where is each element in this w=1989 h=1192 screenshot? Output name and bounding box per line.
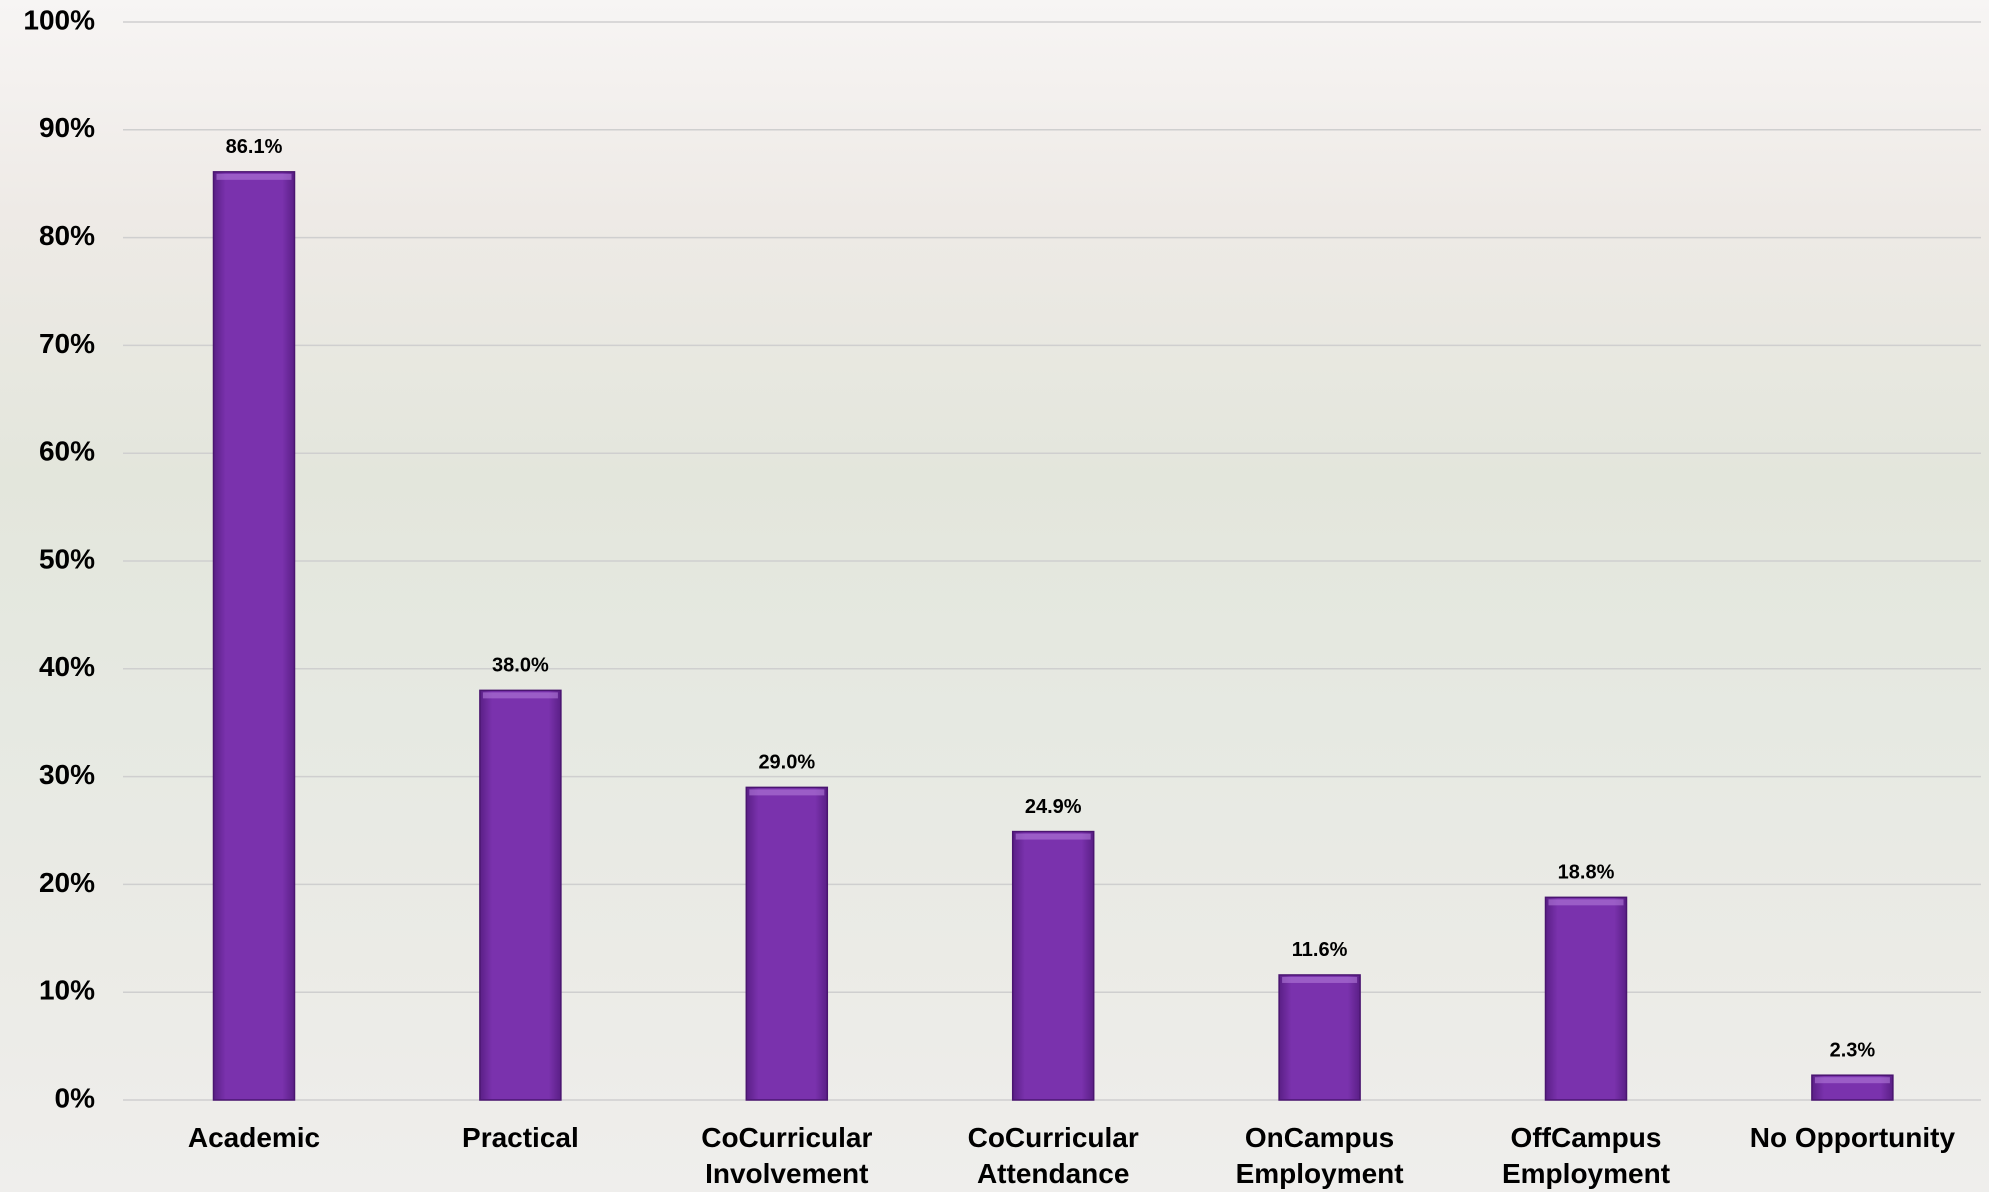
- y-tick-label: 10%: [39, 975, 95, 1006]
- x-tick-label: No Opportunity: [1749, 1122, 1956, 1153]
- y-tick-label: 40%: [39, 651, 95, 682]
- y-tick-label: 100%: [23, 4, 95, 35]
- bar-highlight: [482, 692, 558, 699]
- bar-highlight: [216, 173, 292, 180]
- bar: [212, 171, 296, 1101]
- value-label: 86.1%: [226, 136, 283, 158]
- y-tick-label: 50%: [39, 543, 95, 574]
- y-tick-label: 60%: [39, 436, 95, 467]
- value-label: 18.8%: [1558, 862, 1615, 884]
- bar: [745, 786, 829, 1101]
- bar-highlight: [1282, 976, 1358, 983]
- x-tick-label: Academic: [187, 1122, 321, 1153]
- y-tick-label: 80%: [39, 220, 95, 251]
- value-label: 11.6%: [1292, 939, 1348, 961]
- x-tick-label: OffCampus Employment: [1501, 1122, 1671, 1189]
- x-tick-label: Practical: [462, 1122, 579, 1153]
- bar: [1011, 830, 1095, 1101]
- x-tick-label: OnCampus Employment: [1235, 1122, 1404, 1189]
- bar-highlight: [1548, 899, 1624, 906]
- bar-highlight: [749, 789, 825, 796]
- bar-highlight: [1814, 1077, 1890, 1084]
- bar: [1278, 974, 1361, 1101]
- y-tick-label: 70%: [39, 328, 95, 359]
- x-tick-label: CoCurricular Involvement: [701, 1122, 873, 1189]
- bar: [1544, 896, 1628, 1101]
- y-tick-label: 20%: [39, 867, 95, 898]
- y-tick-label: 30%: [39, 759, 95, 790]
- bar: [479, 689, 562, 1101]
- value-label: 29.0%: [758, 752, 815, 774]
- x-tick-label: CoCurricular Attendance: [967, 1122, 1139, 1189]
- y-tick-label: 0%: [55, 1082, 96, 1113]
- value-label: 2.3%: [1830, 1039, 1876, 1061]
- bar-highlight: [1015, 833, 1091, 840]
- value-label: 24.9%: [1025, 796, 1082, 818]
- y-tick-label: 90%: [39, 112, 95, 143]
- value-label: 38.0%: [492, 655, 549, 677]
